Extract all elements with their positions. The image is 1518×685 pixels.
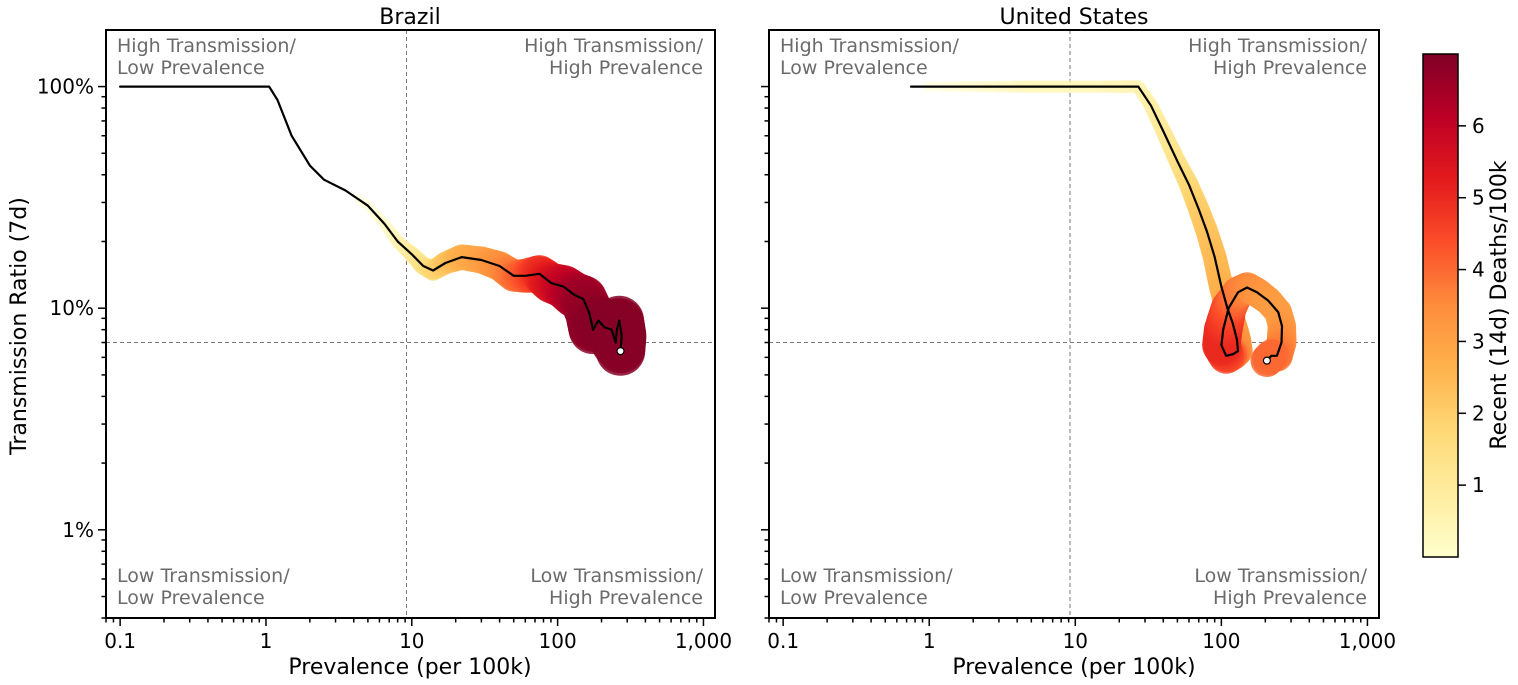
- quadrant-labels: High Transmission/ Low Prevalence High T…: [780, 35, 1368, 609]
- y-axis-label: Transmission Ratio (7d): [7, 197, 32, 456]
- x-axis-label: Prevalence (per 100k): [288, 655, 531, 680]
- latest-point-marker: [1262, 356, 1272, 365]
- quadrant-bottom-left-line2: Low Prevalence: [780, 587, 928, 609]
- colorbar-label: Recent (14d) Deaths/100k: [1487, 160, 1512, 450]
- axes-frame: [105, 29, 716, 619]
- x-tick-label: 1: [260, 629, 273, 653]
- x-tick-label: 1: [923, 629, 936, 653]
- x-tick-label: 0.1: [104, 629, 136, 653]
- x-tick-label: 100: [1202, 629, 1240, 653]
- colorbar-ticks: 1 2 3 4 5 6: [1458, 114, 1485, 497]
- y-tick-label: 1%: [62, 518, 94, 542]
- colorbar-tick-label: 5: [1472, 186, 1485, 210]
- quadrant-bottom-right-line1: Low Transmission/: [1194, 565, 1367, 587]
- axis-ticks: 0.1 1 10 100 1,000 1% 10% 100%: [37, 75, 732, 653]
- panel-brazil: Brazil High Transmission/ Low Prevalence…: [7, 5, 732, 680]
- trajectory-line: [909, 85, 1284, 362]
- latest-point-marker: [616, 347, 625, 356]
- quadrant-bottom-left-line1: Low Transmission/: [780, 565, 953, 587]
- quadrant-bottom-left-line1: Low Transmission/: [117, 565, 290, 587]
- quadrant-bottom-right-line2: High Prevalence: [1213, 587, 1367, 609]
- quadrant-top-left-line1: High Transmission/: [780, 35, 959, 57]
- x-tick-label: 1,000: [675, 629, 732, 653]
- quadrant-top-left-line2: Low Prevalence: [780, 57, 928, 79]
- quadrant-top-right-line1: High Transmission/: [524, 35, 703, 57]
- trajectory-line: [119, 85, 623, 353]
- quadrant-top-right-line1: High Transmission/: [1188, 35, 1367, 57]
- quadrant-top-left-line1: High Transmission/: [117, 35, 296, 57]
- quadrant-bottom-right-line2: High Prevalence: [549, 587, 703, 609]
- x-tick-label: 0.1: [767, 629, 799, 653]
- panel-title: Brazil: [379, 5, 440, 30]
- axis-ticks: 0.1 1 10 100 1,000: [761, 85, 1396, 653]
- colorbar-tick-label: 6: [1472, 114, 1485, 138]
- colorbar-tick-label: 2: [1472, 401, 1485, 425]
- plot-area: [769, 30, 1379, 618]
- quadrant-labels: High Transmission/ Low Prevalence High T…: [117, 35, 704, 609]
- axes-frame: [768, 29, 1380, 619]
- quadrant-top-right-line2: High Prevalence: [549, 57, 703, 79]
- x-axis-label: Prevalence (per 100k): [952, 655, 1195, 680]
- y-tick-label: 10%: [50, 296, 94, 320]
- colorbar-tick-label: 3: [1472, 329, 1485, 353]
- colorbar-tick-label: 1: [1472, 473, 1485, 497]
- x-tick-label: 10: [399, 629, 424, 653]
- plot-area: [106, 30, 715, 618]
- panel-united-states: United States High Transmission/ Low Pre…: [761, 5, 1396, 680]
- quadrant-top-right-line2: High Prevalence: [1213, 57, 1367, 79]
- colorbar-tick-label: 4: [1472, 258, 1485, 282]
- x-tick-label: 100: [539, 629, 577, 653]
- quadrant-bottom-left-line2: Low Prevalence: [117, 587, 265, 609]
- colorbar: 1 2 3 4 5 6 Recent (14d) Deaths/100k: [1422, 53, 1512, 558]
- panel-title: United States: [1000, 5, 1149, 30]
- quadrant-top-left-line2: Low Prevalence: [117, 57, 265, 79]
- x-tick-label: 1,000: [1339, 629, 1396, 653]
- x-tick-label: 10: [1063, 629, 1088, 653]
- colorbar-gradient: [1422, 53, 1459, 558]
- quadrant-bottom-right-line1: Low Transmission/: [530, 565, 703, 587]
- y-tick-label: 100%: [37, 75, 94, 99]
